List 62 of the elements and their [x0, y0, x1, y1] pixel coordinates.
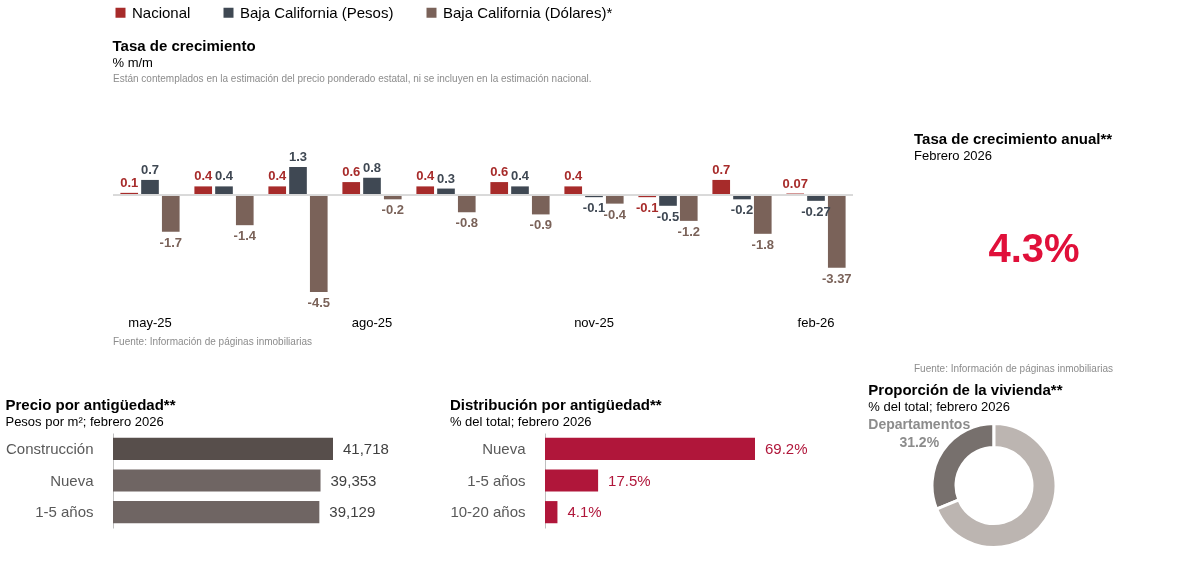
legend-label: Baja California (Pesos) — [240, 3, 394, 21]
chart-title: Proporción de la vivienda** — [868, 380, 1063, 398]
data-label: -1.2 — [677, 223, 700, 239]
data-label: 0.4 — [564, 168, 584, 184]
chart-title: Distribución por antigüedad** — [449, 396, 662, 413]
data-label: 0.4 — [268, 168, 288, 184]
chart-subtitle: % del total; febrero 2026 — [449, 414, 592, 429]
data-label: 0.8 — [362, 159, 382, 175]
data-label: 31.2% — [899, 434, 940, 451]
data-label: -0.8 — [455, 215, 478, 231]
data-label: 0.3 — [436, 170, 456, 186]
data-label: 17.5% — [608, 471, 651, 489]
slice-label: Departamentos — [868, 416, 971, 433]
data-label: 4.1% — [567, 503, 602, 521]
chart-title: Precio por antigüedad** — [5, 396, 176, 413]
data-label: 39,353 — [330, 471, 377, 489]
data-label: -1.4 — [233, 228, 257, 244]
y-tick-label: 1-5 años — [467, 471, 526, 489]
text: Febrero 2026 — [914, 148, 993, 163]
data-label: 0.4 — [510, 168, 530, 184]
data-label: -1.7 — [159, 234, 182, 250]
data-label: 0.07 — [782, 175, 808, 191]
y-tick-label: Nueva — [50, 471, 95, 489]
text: Tasa de crecimiento anual** — [914, 130, 1113, 147]
data-label: 0.7 — [140, 161, 160, 177]
x-tick-label: feb-26 — [797, 314, 835, 330]
chart-subtitle: % m/m — [112, 55, 153, 70]
data-label: 1.3 — [288, 149, 308, 164]
data-label: 0.6 — [490, 164, 509, 180]
data-label: 0.1 — [120, 174, 139, 190]
data-label: -0.2 — [730, 202, 754, 218]
x-tick-label: nov-25 — [574, 314, 614, 330]
data-label: -3.37 — [821, 270, 852, 286]
y-tick-label: 1-5 años — [35, 503, 94, 521]
text: Están contemplados en la estimación del precio ponderado estatal, ni se incluyen en la estimación nacional. — [113, 73, 592, 84]
x-tick-label: may-25 — [128, 314, 172, 330]
data-label: 39,129 — [329, 503, 376, 521]
data-label: -1.8 — [751, 236, 774, 252]
data-label: 0.4 — [194, 168, 214, 184]
source-note: Fuente: Información de páginas inmobiliarias — [113, 336, 312, 347]
y-tick-label: 10-20 años — [450, 503, 526, 521]
data-label: 0.4 — [416, 168, 436, 184]
data-label: -0.1 — [636, 200, 659, 216]
data-label: -0.2 — [381, 202, 404, 218]
data-label: -4.5 — [307, 295, 330, 310]
y-tick-label: Nueva — [482, 439, 527, 457]
chart-title: Tasa de crecimiento — [112, 37, 256, 54]
data-label: -0.4 — [603, 206, 627, 222]
x-tick-label: ago-25 — [351, 314, 393, 330]
data-label: 69.2% — [765, 439, 808, 457]
source-note: Fuente: Información de páginas inmobiliarias — [914, 363, 1113, 374]
chart-subtitle: Pesos por m²; febrero 2026 — [5, 414, 164, 429]
legend-label: Nacional — [132, 3, 191, 21]
data-label: 41,718 — [343, 439, 389, 457]
text: 4.3% — [988, 225, 1080, 270]
legend-label: Baja California (Dólares)* — [443, 3, 613, 21]
data-label: -0.9 — [529, 217, 552, 233]
data-label: 0.4 — [214, 168, 234, 184]
y-tick-label: Construcción — [5, 439, 94, 457]
data-label: 0.6 — [342, 164, 361, 180]
chart-subtitle: % del total; febrero 2026 — [868, 398, 1010, 414]
data-label: 0.7 — [712, 161, 731, 177]
